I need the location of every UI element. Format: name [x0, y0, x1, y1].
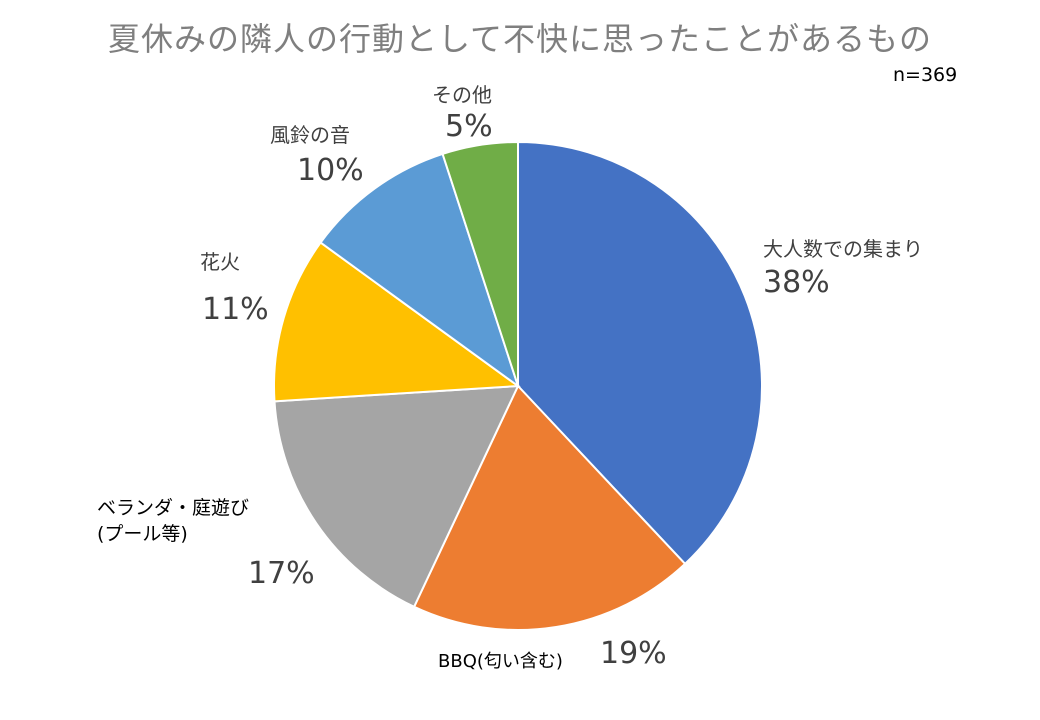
- pie-slice-gathering: [517, 140, 763, 566]
- slice-label-gathering: 大人数での集まり: [763, 237, 923, 261]
- pie-slice-windchime: [319, 152, 520, 389]
- pie-slice-other: [441, 140, 519, 387]
- chart-title: 夏休みの隣人の行動として不快に思ったことがあるもの: [107, 20, 933, 58]
- slice-label-bbq: BBQ(匂い含む): [438, 651, 563, 672]
- slice-label-veranda: ベランダ・庭遊び (プール等): [97, 497, 250, 545]
- sample-size-note: n=369: [893, 64, 958, 86]
- slice-value-veranda: 17%: [248, 556, 315, 591]
- slice-value-fireworks: 11%: [202, 292, 269, 327]
- slice-label-windchime: 風鈴の音: [270, 123, 350, 147]
- slice-label-fireworks: 花火: [200, 250, 240, 274]
- slice-value-bbq: 19%: [600, 636, 667, 671]
- slice-value-other: 5%: [445, 109, 493, 144]
- slice-label-other: その他: [432, 83, 492, 107]
- slice-value-gathering: 38%: [763, 265, 830, 300]
- pie-slice-bbq: [412, 384, 687, 631]
- pie-slice-fireworks: [273, 241, 521, 403]
- slice-value-windchime: 10%: [297, 153, 364, 188]
- pie-slice-veranda: [273, 384, 520, 609]
